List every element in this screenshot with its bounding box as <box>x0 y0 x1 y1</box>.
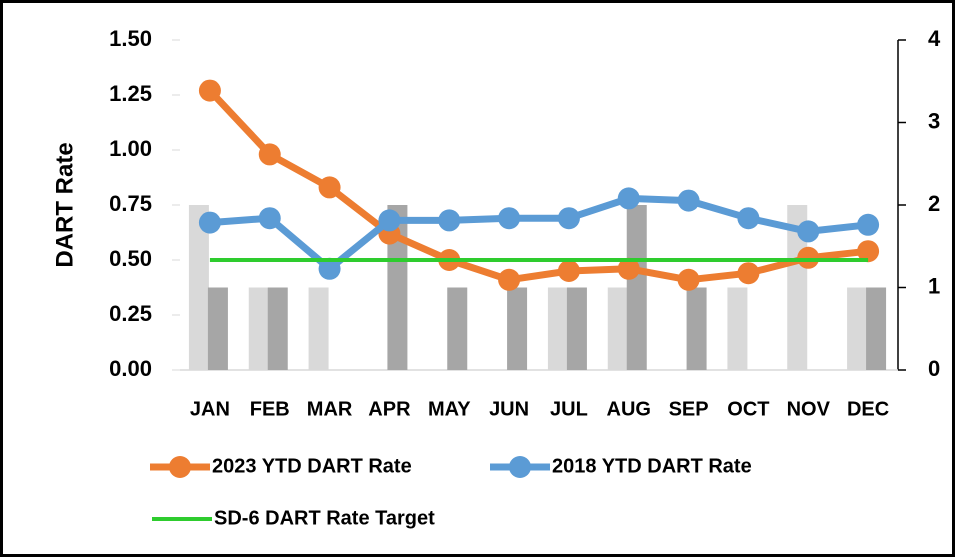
marker <box>557 207 580 230</box>
legend-marker <box>169 456 191 478</box>
x-tick-label: NOV <box>787 398 831 420</box>
marker <box>557 260 580 282</box>
bar <box>566 287 587 370</box>
y2-tick-label: 3 <box>928 108 940 133</box>
x-tick-label: JAN <box>190 398 230 420</box>
x-tick-label: AUG <box>607 398 651 420</box>
marker <box>258 207 281 230</box>
marker <box>677 268 700 291</box>
marker <box>617 187 640 210</box>
marker <box>677 189 700 212</box>
y-tick-label: 0.00 <box>109 356 152 381</box>
x-tick-label: APR <box>368 398 411 420</box>
y-tick-label: 0.25 <box>109 301 152 326</box>
bar <box>626 205 647 370</box>
bar <box>727 287 748 370</box>
y-axis-label: DART Rate <box>51 142 78 267</box>
marker <box>857 240 880 263</box>
bar <box>207 287 228 370</box>
marker <box>797 246 820 269</box>
marker <box>258 143 281 166</box>
bar <box>188 205 209 370</box>
y-tick-label: 1.50 <box>109 26 152 51</box>
marker <box>737 262 760 285</box>
marker <box>198 79 221 102</box>
marker <box>617 257 640 280</box>
bar <box>507 287 528 370</box>
legend-label: 2023 YTD DART Rate <box>212 455 412 477</box>
marker <box>378 209 401 232</box>
y2-tick-label: 1 <box>928 273 940 298</box>
marker <box>737 207 760 230</box>
y2-tick-label: 4 <box>928 26 941 51</box>
legend-label: SD-6 DART Rate Target <box>214 507 435 529</box>
marker <box>498 207 521 230</box>
y2-tick-label: 0 <box>928 356 940 381</box>
marker <box>438 209 461 232</box>
bar <box>787 205 808 370</box>
bar <box>547 287 568 370</box>
x-tick-label: MAR <box>307 398 353 420</box>
legend-label: 2018 YTD DART Rate <box>552 455 752 477</box>
bar <box>607 287 628 370</box>
marker <box>498 268 521 291</box>
y2-tick-label: 2 <box>928 191 940 216</box>
bar <box>248 287 269 370</box>
x-tick-label: DEC <box>847 398 889 420</box>
y-tick-label: 1.25 <box>109 81 152 106</box>
marker <box>318 176 341 199</box>
bar <box>447 287 468 370</box>
x-tick-label: SEP <box>669 398 709 420</box>
marker <box>797 220 820 243</box>
x-tick-label: FEB <box>250 398 290 420</box>
x-tick-label: JUL <box>550 398 588 420</box>
bar <box>686 287 707 370</box>
x-tick-label: OCT <box>727 398 769 420</box>
legend-marker <box>509 456 531 478</box>
bar <box>866 287 887 370</box>
x-tick-label: JUN <box>489 398 529 420</box>
marker <box>318 257 341 280</box>
bar <box>847 287 868 370</box>
x-tick-label: MAY <box>428 398 471 420</box>
marker <box>857 213 880 236</box>
y-tick-label: 0.50 <box>109 246 152 271</box>
bar <box>308 287 329 370</box>
bar <box>387 205 408 370</box>
y-tick-label: 0.75 <box>109 191 152 216</box>
bar <box>267 287 288 370</box>
marker <box>198 211 221 234</box>
y-tick-label: 1.00 <box>109 136 152 161</box>
